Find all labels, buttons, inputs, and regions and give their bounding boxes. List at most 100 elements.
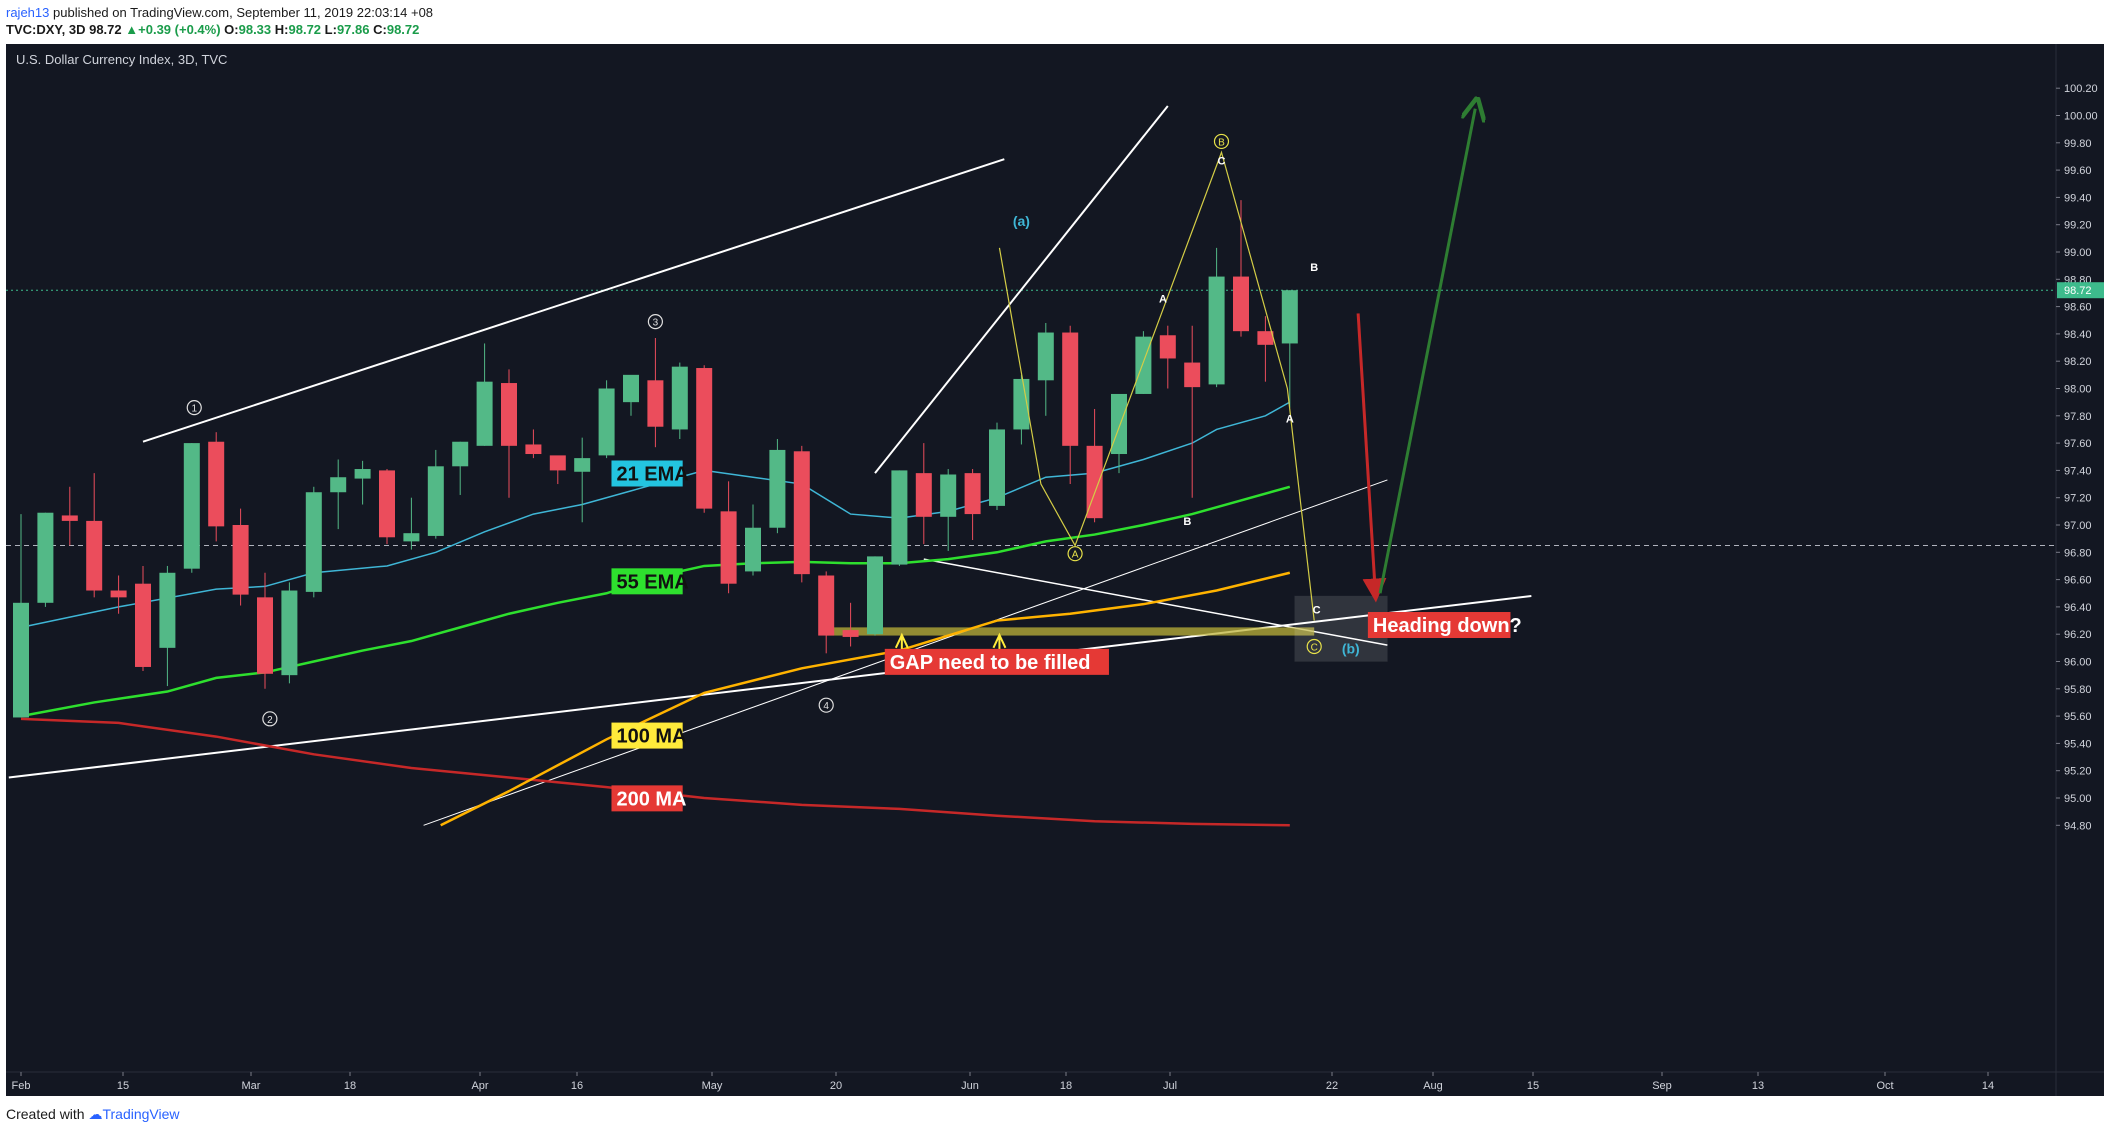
sub-C-label-1: C [1218, 156, 1226, 168]
candle-body [1086, 445, 1103, 519]
time-tick[interactable]: 18 [344, 1080, 356, 1092]
time-tick[interactable]: Jun [961, 1080, 979, 1092]
price-tick[interactable]: 99.80 [2064, 138, 2092, 150]
candle-body [183, 443, 200, 569]
price-tick[interactable]: 97.00 [2064, 520, 2092, 532]
time-tick[interactable]: 13 [1752, 1080, 1764, 1092]
wave-b-paren-label: (b) [1342, 640, 1360, 656]
price-tick[interactable]: 96.00 [2064, 657, 2092, 669]
time-tick[interactable]: Oct [1876, 1080, 1893, 1092]
candle-body [37, 512, 54, 603]
price-tick[interactable]: 95.80 [2064, 684, 2092, 696]
tradingview-link[interactable]: TradingView [102, 1106, 180, 1122]
time-tick[interactable]: Mar [242, 1080, 261, 1092]
time-tick[interactable]: 16 [571, 1080, 583, 1092]
time-tick[interactable]: Apr [471, 1080, 488, 1092]
author-link[interactable]: rajeh13 [6, 5, 50, 20]
candle-body [86, 520, 103, 591]
ohlc-line: TVC:DXY, 3D 98.72 ▲+0.39 (+0.4%) O:98.33… [6, 21, 1206, 38]
candle-body [232, 525, 249, 595]
time-tick[interactable]: Jul [1163, 1080, 1177, 1092]
close-value: 98.72 [386, 22, 420, 37]
candle-body [427, 466, 444, 536]
candle-body [867, 556, 883, 635]
candle-body [1111, 393, 1127, 455]
candles [13, 200, 1298, 718]
price-tick[interactable]: 97.60 [2064, 438, 2092, 450]
candle-body [549, 455, 566, 471]
time-tick[interactable]: May [702, 1080, 723, 1092]
annotations: 21 EMA 55 EMA 100 MA 200 MA GAP need to be f… [186, 133, 1522, 812]
price-tick[interactable]: 98.40 [2064, 329, 2092, 341]
time-tick[interactable]: Feb [12, 1080, 31, 1092]
chart-title: U.S. Dollar Currency Index, 3D, TVC [16, 52, 227, 67]
steep-trendline[interactable] [874, 105, 1169, 474]
time-tick[interactable]: 14 [1982, 1080, 1994, 1092]
price-tick[interactable]: 98.60 [2064, 302, 2092, 314]
candle-body [208, 441, 225, 527]
price-tick[interactable]: 95.00 [2064, 793, 2092, 805]
time-tick[interactable]: 22 [1326, 1080, 1338, 1092]
tradingview-logo-icon[interactable]: ☁ [88, 1106, 103, 1122]
last-price: 98.72 [89, 22, 122, 37]
price-tick[interactable]: 96.40 [2064, 602, 2092, 614]
candle-body [330, 477, 347, 493]
price-tick[interactable]: 94.80 [2064, 820, 2092, 832]
lower-channel-trendline[interactable] [8, 594, 1532, 779]
price-tick[interactable]: 98.20 [2064, 356, 2092, 368]
change-up-icon: ▲ [125, 22, 139, 37]
price-tick[interactable]: 97.40 [2064, 465, 2092, 477]
price-tick[interactable]: 98.00 [2064, 384, 2092, 396]
wave-A-label: A [1072, 550, 1079, 561]
price-tick[interactable]: 95.20 [2064, 766, 2092, 778]
candle-body [135, 583, 151, 667]
price-tick[interactable]: 96.80 [2064, 547, 2092, 559]
price-tick[interactable]: 96.60 [2064, 575, 2092, 587]
chart-area[interactable]: U.S. Dollar Currency Index, 3D, TVC 21 E… [6, 44, 2104, 1096]
time-tick[interactable]: 20 [830, 1080, 842, 1092]
candle-body [379, 470, 395, 538]
ma200-label: 200 MA [616, 788, 686, 810]
wave-C-label: C [1311, 642, 1318, 653]
price-tick[interactable]: 97.80 [2064, 411, 2092, 423]
price-tick[interactable]: 99.00 [2064, 247, 2092, 259]
candle-body [671, 366, 688, 430]
ma100-label-bg [611, 722, 683, 749]
wave-path [998, 150, 1315, 621]
price-tick[interactable]: 100.20 [2064, 83, 2098, 95]
price-tick[interactable]: 95.60 [2064, 711, 2092, 723]
candle-body [1233, 276, 1249, 332]
time-tick[interactable]: 15 [1527, 1080, 1539, 1092]
price-axis[interactable]: 100.20 100.00 99.80 99.60 99.40 99.20 99.00 98.… [2056, 83, 2104, 832]
time-tick[interactable]: 18 [1060, 1080, 1072, 1092]
sub-C-label-2: C [1313, 605, 1321, 617]
wave-A-label-circle [1067, 546, 1083, 562]
last-price-tag-bg [2057, 282, 2104, 299]
price-tick[interactable]: 100.00 [2064, 111, 2098, 123]
last-price-tag: 98.72 [2064, 285, 2092, 297]
up-arrow [1378, 109, 1475, 594]
candle-body [305, 492, 322, 592]
upper-channel-trendline[interactable] [142, 158, 1005, 443]
elliott-wave-lines[interactable] [894, 109, 1475, 658]
price-tick[interactable]: 99.20 [2064, 220, 2092, 232]
time-tick[interactable]: Aug [1423, 1080, 1443, 1092]
wave-C-label-circle [1306, 638, 1322, 655]
high-value: 98.72 [288, 22, 322, 37]
price-tick[interactable]: 99.40 [2064, 192, 2092, 204]
candle-body [598, 388, 615, 456]
price-tick[interactable]: 99.60 [2064, 165, 2092, 177]
time-tick[interactable]: 15 [117, 1080, 129, 1092]
publish-info: published on TradingView.com, September … [53, 5, 434, 20]
sub-B-label-2: B [1310, 262, 1318, 274]
open-value: 98.33 [238, 22, 272, 37]
time-tick[interactable]: Sep [1652, 1080, 1672, 1092]
price-tick[interactable]: 95.40 [2064, 738, 2092, 750]
price-tick[interactable]: 97.20 [2064, 493, 2092, 505]
price-chart[interactable]: U.S. Dollar Currency Index, 3D, TVC 21 E… [6, 44, 2104, 1096]
wave-B-label: B [1218, 137, 1225, 148]
ema55-label-bg [611, 568, 683, 595]
time-axis[interactable]: Feb 15 Mar 18 Apr 16 May 20 Jun 18 Jul 22 Aug 15 Sep 13… [12, 1072, 1995, 1092]
wave-4-label-circle [818, 697, 834, 713]
price-tick[interactable]: 96.20 [2064, 629, 2092, 641]
